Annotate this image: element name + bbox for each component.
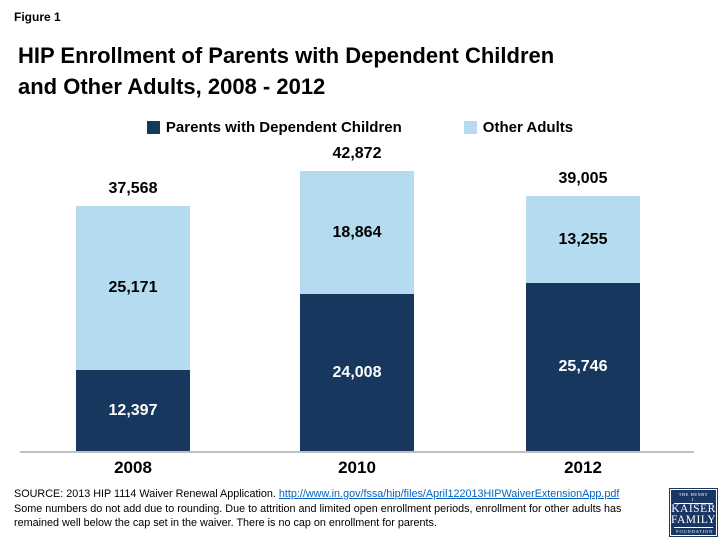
- x-axis-line: [20, 451, 694, 453]
- bar-2012-total-label: 39,005: [558, 170, 608, 188]
- legend-swatch-parents: [146, 121, 160, 134]
- bar-2010-parents-value: 24,008: [332, 363, 382, 381]
- bar-2010-other-adults-segment: 18,864: [300, 171, 414, 295]
- bar-2008-parents-segment: 12,397: [76, 370, 190, 451]
- bar-2008-other-adults-segment: 25,171: [76, 205, 190, 370]
- logo-line-foundation: FOUNDATION: [674, 526, 713, 534]
- source-link[interactable]: http://www.in.gov/fssa/hip/files/April12…: [278, 488, 620, 500]
- bar-2012: 39,005 13,255 25,746: [526, 170, 640, 451]
- x-label-2012: 2012: [564, 458, 602, 477]
- title-line-1: HIP Enrollment of Parents with Dependent…: [18, 43, 555, 68]
- kaiser-family-foundation-logo: THE HENRY J. KAISER FAMILY FOUNDATION: [669, 488, 718, 537]
- legend-swatch-other-adults: [463, 121, 477, 134]
- source-prefix: SOURCE: 2013 HIP 1114 Waiver Renewal App…: [14, 488, 279, 500]
- bar-2012-parents-value: 25,746: [558, 357, 608, 375]
- bar-2010: 42,872 18,864 24,008: [300, 145, 414, 451]
- page-title: HIP Enrollment of Parents with Dependent…: [18, 40, 554, 102]
- legend-item-parents: Parents with Dependent Children: [146, 119, 402, 136]
- bar-2008-parents-value: 12,397: [108, 401, 158, 419]
- bar-2010-parents-segment: 24,008: [300, 294, 414, 451]
- legend-label-other-adults: Other Adults: [482, 119, 574, 136]
- legend-item-other-adults: Other Adults: [463, 119, 574, 136]
- title-line-2: and Other Adults, 2008 - 2012: [18, 74, 326, 99]
- logo-line-henry-j: THE HENRY J.: [674, 491, 713, 504]
- bar-2012-other-adults-value: 13,255: [558, 230, 608, 248]
- logo-line-family: FAMILY: [670, 513, 717, 526]
- bar-2008-total-label: 37,568: [108, 179, 158, 197]
- chart-legend: Parents with Dependent Children Other Ad…: [0, 119, 720, 136]
- figure-label: Figure 1: [14, 10, 61, 24]
- source-footnote: Some numbers do not add due to rounding.…: [14, 502, 622, 530]
- x-label-2010: 2010: [338, 458, 376, 477]
- bar-2008-other-adults-value: 25,171: [108, 278, 158, 296]
- logo-line-kaiser: KAISER: [671, 502, 716, 515]
- bar-2010-other-adults-value: 18,864: [332, 223, 382, 241]
- x-label-2008: 2008: [114, 458, 152, 477]
- source-note: SOURCE: 2013 HIP 1114 Waiver Renewal App…: [14, 487, 666, 531]
- bar-2008: 37,568 25,171 12,397: [76, 180, 190, 451]
- legend-label-parents: Parents with Dependent Children: [165, 119, 402, 136]
- bar-2010-total-label: 42,872: [332, 145, 382, 163]
- bar-2012-parents-segment: 25,746: [526, 282, 640, 451]
- bar-2012-other-adults-segment: 13,255: [526, 196, 640, 283]
